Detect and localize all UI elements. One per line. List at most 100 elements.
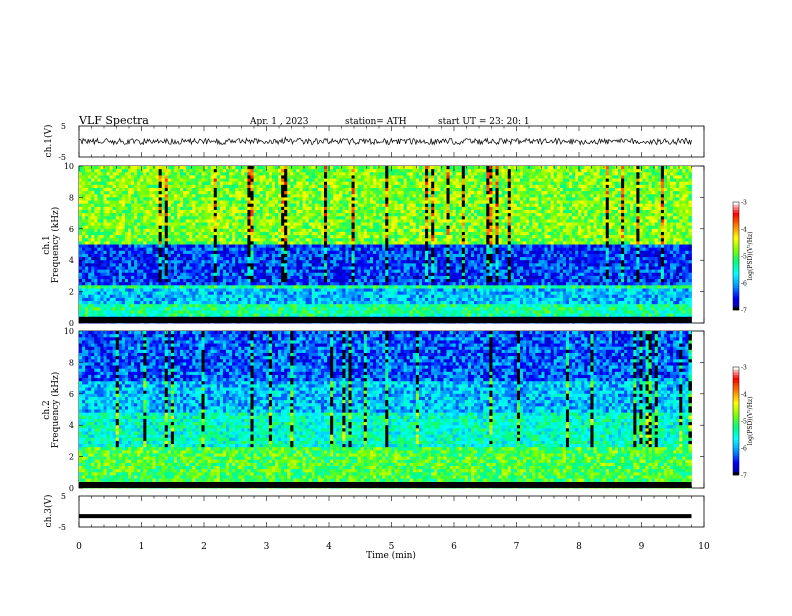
spectrogram-cell <box>189 172 193 176</box>
spectrogram-cell <box>284 235 288 239</box>
spectrogram-cell <box>195 228 199 233</box>
spectrogram-cell <box>124 231 129 236</box>
spectrogram-cell <box>210 206 215 211</box>
spectrogram-cell <box>210 263 215 267</box>
spectrogram-cell <box>253 297 258 302</box>
spectrogram-cell <box>180 272 184 277</box>
spectrogram-cell <box>235 291 239 296</box>
spectrogram-cell <box>192 175 196 179</box>
spectrogram-cell <box>348 297 352 302</box>
spectrogram-cell <box>379 260 383 264</box>
spectrogram-cell <box>112 184 117 189</box>
spectrogram-cell <box>308 244 313 249</box>
spectrogram-cell <box>131 181 135 186</box>
spectrogram-cell <box>379 197 383 201</box>
spectrogram-cell <box>247 222 251 227</box>
spectrogram-cell <box>314 282 319 286</box>
spectrogram-cell <box>91 307 95 311</box>
spectrogram-cell <box>170 253 175 258</box>
spectrogram-cell <box>216 282 221 286</box>
spectrogram-cell <box>186 216 190 220</box>
spectrogram-cell <box>161 260 166 264</box>
spectrogram-cell <box>88 301 92 305</box>
spectrogram-cell <box>118 222 123 227</box>
spectrogram-cell <box>164 187 169 192</box>
spectrogram-cell <box>238 181 242 186</box>
spectrogram-cell <box>330 231 334 236</box>
spectrogram-cell <box>161 166 166 170</box>
spectrogram-cell <box>247 231 251 236</box>
spectrogram-cell <box>262 272 267 277</box>
spectrogram-cell <box>94 307 98 311</box>
spectrogram-cell <box>195 203 199 208</box>
spectrogram-cell <box>94 272 98 277</box>
spectrogram-cell <box>354 216 359 220</box>
spectrogram-cell <box>195 241 199 245</box>
spectrogram-cell <box>91 253 95 258</box>
spectrogram-cell <box>207 244 212 249</box>
spectrogram-cell <box>299 200 303 205</box>
spectrogram-cell <box>177 250 181 255</box>
spectrogram-cell <box>360 181 365 186</box>
spectrogram-cell <box>308 263 313 267</box>
spectrogram-cell <box>278 209 282 214</box>
spectrogram-cell <box>143 206 147 211</box>
spectrogram-cell <box>376 304 380 308</box>
spectrogram-cell <box>229 241 233 245</box>
spectrogram-cell <box>79 169 83 173</box>
spectrogram-cell <box>189 307 193 311</box>
spectrogram-cell <box>161 307 166 311</box>
spectrogram-cell <box>173 288 178 292</box>
spectrogram-cell <box>177 172 181 176</box>
spectrogram-cell <box>262 187 267 192</box>
spectrogram-cell <box>149 247 153 252</box>
spectrogram-cell <box>268 203 273 208</box>
spectrogram-cell <box>363 181 368 186</box>
spectrogram-cell <box>308 197 313 201</box>
spectrogram-cell <box>210 194 215 198</box>
spectrogram-cell <box>360 253 365 258</box>
spectrogram-cell <box>79 222 83 227</box>
spectrogram-cell <box>177 247 181 252</box>
spectrogram-cell <box>152 187 156 192</box>
spectrogram-cell <box>143 304 147 308</box>
spectrogram-cell <box>324 209 328 214</box>
spectrogram-cell <box>327 191 331 195</box>
spectrogram-cell <box>94 178 98 183</box>
spectrogram-cell <box>238 166 242 170</box>
spectrogram-cell <box>118 272 123 277</box>
spectrogram-cell <box>330 294 334 299</box>
spectrogram-cell <box>94 247 98 252</box>
spectrogram-cell <box>284 313 288 318</box>
spectrogram-cell <box>100 301 104 305</box>
spectrogram-cell <box>143 228 147 233</box>
spectrogram-cell <box>128 310 132 314</box>
spectrogram-cell <box>189 166 193 170</box>
spectrogram-cell <box>140 225 144 230</box>
spectrogram-cell <box>379 181 383 186</box>
spectrogram-cell <box>88 169 92 173</box>
spectrogram-cell <box>97 269 101 274</box>
spectrogram-cell <box>103 178 107 183</box>
spectrogram-cell <box>79 231 83 236</box>
spectrogram-cell <box>247 172 251 176</box>
spectrogram-cell <box>155 216 160 220</box>
spectrogram-cell <box>305 301 310 305</box>
spectrogram-cell <box>106 172 111 176</box>
spectrogram-cell <box>327 263 331 267</box>
spectrogram-cell <box>278 219 282 223</box>
spectrogram-cell <box>94 231 98 236</box>
spectrogram-cell <box>271 307 276 311</box>
spectrogram-cell <box>262 238 267 242</box>
spectrogram-cell <box>271 235 276 239</box>
spectrogram-cell <box>241 184 245 189</box>
spectrogram-cell <box>262 307 267 311</box>
spectrogram-cell <box>296 291 300 296</box>
spectrogram-cell <box>229 291 233 296</box>
spectrogram-cell <box>379 266 383 271</box>
spectrogram-cell <box>345 279 349 283</box>
spectrogram-cell <box>164 191 169 195</box>
spectrogram-cell <box>360 184 365 189</box>
spectrogram-cell <box>131 238 135 242</box>
spectrogram-cell <box>216 225 221 230</box>
